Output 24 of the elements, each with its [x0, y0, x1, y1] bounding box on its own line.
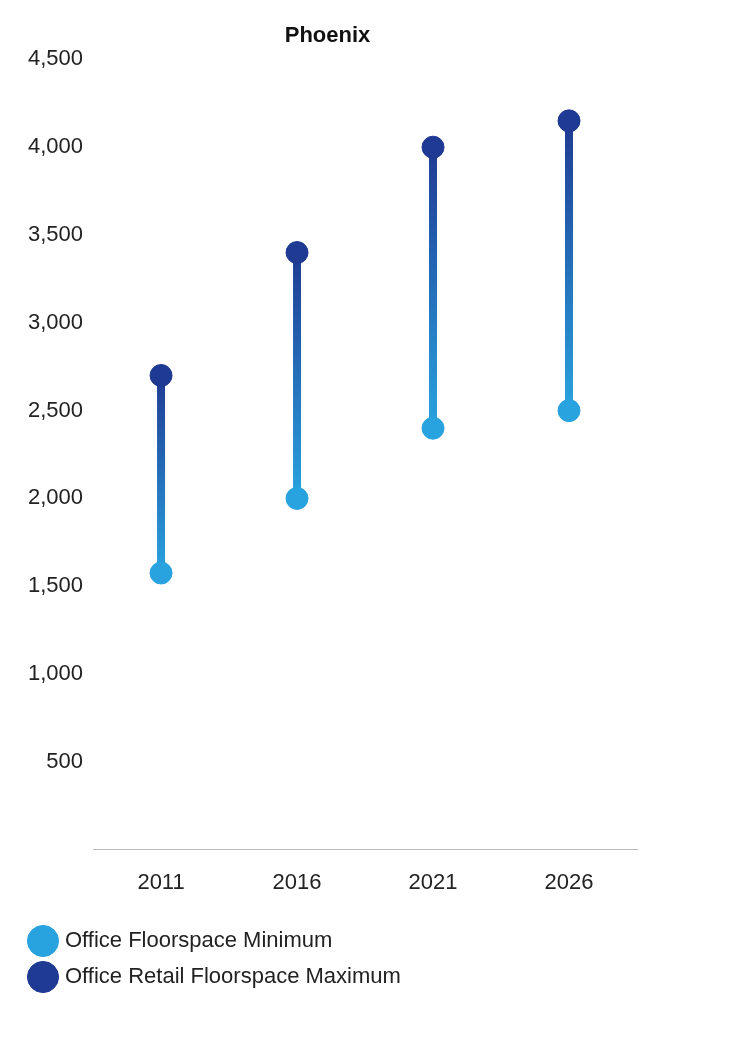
y-tick-label: 2,000	[27, 484, 84, 510]
point	[557, 109, 581, 133]
legend-label: Office Retail Floorspace Maximum	[65, 963, 401, 989]
x-tick-label: 2011	[137, 868, 185, 894]
y-tick-label: 4,000	[27, 133, 84, 159]
y-tick-label: 4,500	[27, 45, 84, 71]
chart-title: Phoenix	[284, 22, 372, 48]
x-tick-label: 2016	[272, 868, 322, 894]
point	[421, 135, 445, 159]
y-tick-label: 3,000	[27, 308, 84, 334]
point	[285, 241, 309, 265]
point	[149, 363, 173, 387]
legend-label: Office Floorspace Minimum	[65, 927, 333, 953]
point	[421, 416, 445, 440]
x-tick-label: 2026	[544, 868, 594, 894]
point	[149, 561, 173, 585]
y-tick-label: 500	[46, 747, 84, 773]
y-tick-label: 2,500	[27, 396, 84, 422]
point	[557, 399, 581, 423]
y-tick-label: 3,500	[27, 221, 84, 247]
y-tick-label: 1,500	[27, 572, 84, 598]
x-tick-label: 2021	[408, 868, 458, 894]
y-tick-label: 1,000	[27, 660, 84, 686]
point	[285, 486, 309, 510]
